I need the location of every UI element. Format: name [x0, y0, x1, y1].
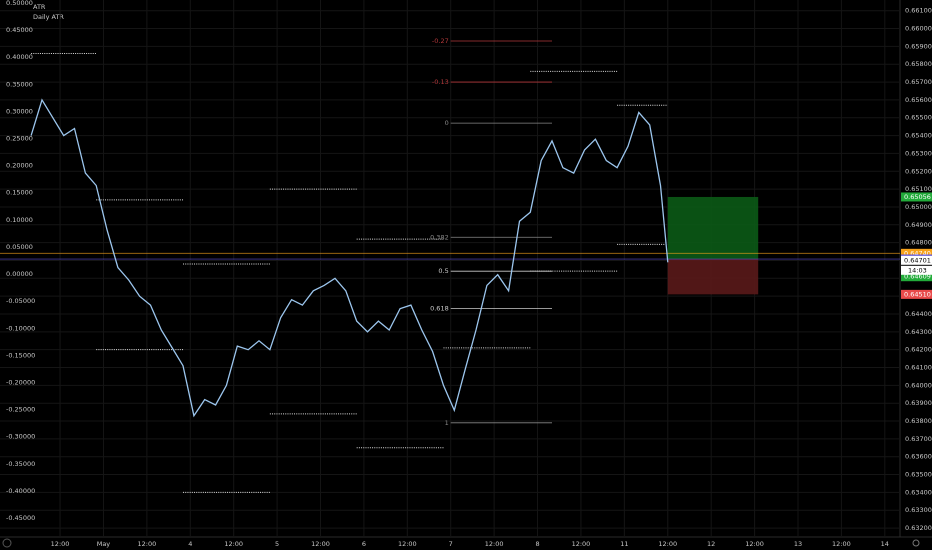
y-tick-label: 0.64200: [905, 346, 932, 354]
x-tick-label: 7: [449, 540, 453, 548]
x-tick-label: 12: [707, 540, 715, 548]
y2-tick-label: 0.00000: [6, 270, 33, 278]
y2-tick-label: 0.40000: [6, 53, 33, 61]
y2-tick-label: 0.25000: [6, 135, 33, 143]
price-tag: [901, 272, 932, 282]
price-tag-label: 0.64609: [904, 273, 931, 281]
y2-tick-label: -0.45000: [6, 514, 35, 522]
price-tag: [901, 289, 932, 299]
y-tick-label: 0.64100: [905, 364, 932, 372]
x-tick-label: May: [97, 540, 111, 548]
y-tick-label: 0.65400: [905, 132, 932, 140]
y-tick-label: 0.65900: [905, 42, 932, 50]
x-tick-label: 12:00: [832, 540, 851, 548]
y-tick-label: 0.63400: [905, 488, 932, 496]
y-tick-label: 0.65300: [905, 149, 932, 157]
countdown-tag: [901, 265, 932, 275]
price-tag: [901, 192, 932, 202]
y-tick-label: 0.65800: [905, 60, 932, 68]
fib-label: 0.618: [430, 305, 449, 313]
y2-tick-label: -0.35000: [6, 460, 35, 468]
y-tick-label: 0.64900: [905, 221, 932, 229]
y2-tick-label: -0.30000: [6, 433, 35, 441]
y-tick-label: 0.66100: [905, 7, 932, 15]
target-zone: [667, 196, 759, 260]
x-tick-label: 6: [362, 540, 366, 548]
settings-button[interactable]: [912, 539, 920, 547]
indicator-title: ATR: [33, 3, 46, 11]
price-tag-label: 0.65056: [904, 193, 931, 201]
y2-tick-label: 0.20000: [6, 162, 33, 170]
y2-tick-label: 0.35000: [6, 80, 33, 88]
y2-tick-label: 0.30000: [6, 107, 33, 115]
y-tick-label: 0.65700: [905, 78, 932, 86]
indicator-subtitle: Daily ATR: [33, 13, 64, 21]
y-tick-label: 0.64400: [905, 310, 932, 318]
y2-tick-label: -0.15000: [6, 351, 35, 359]
fib-label: 0.5: [438, 267, 448, 275]
price-tag: [901, 255, 932, 265]
y-tick-label: 0.65000: [905, 203, 932, 211]
y-tick-label: 0.63700: [905, 435, 932, 443]
price-line-series: [30, 98, 669, 418]
y2-tick-label: 0.10000: [6, 216, 33, 224]
y2-tick-label: 0.50000: [6, 0, 33, 7]
x-tick-label: 8: [535, 540, 539, 548]
y-tick-label: 0.64300: [905, 328, 932, 336]
y2-tick-label: -0.20000: [6, 378, 35, 386]
price-tag: [901, 248, 932, 258]
y-tick-label: 0.63200: [905, 524, 932, 532]
y-tick-label: 0.63900: [905, 399, 932, 407]
x-tick-label: 12:00: [745, 540, 764, 548]
x-tick-label: 12:00: [398, 540, 417, 548]
price-tag-label: 0.64510: [904, 290, 931, 298]
y-tick-label: 0.65500: [905, 114, 932, 122]
y-tick-label: 0.65200: [905, 167, 932, 175]
y-tick-label: 0.63300: [905, 506, 932, 514]
y2-tick-label: 0.45000: [6, 26, 33, 34]
y2-tick-label: 0.05000: [6, 243, 33, 251]
x-tick-label: 12:00: [51, 540, 70, 548]
x-tick-label: 12:00: [224, 540, 243, 548]
y2-tick-label: -0.40000: [6, 487, 35, 495]
x-tick-label: 12:00: [572, 540, 591, 548]
x-tick-label: 11: [620, 540, 628, 548]
price-tag-label: 0.64701: [904, 256, 931, 264]
y-tick-label: 0.64800: [905, 239, 932, 247]
logo-button[interactable]: [2, 538, 12, 548]
y-tick-label: 0.66000: [905, 25, 932, 33]
y2-tick-label: -0.05000: [6, 297, 35, 305]
y2-tick-label: 0.15000: [6, 189, 33, 197]
y2-tick-label: -0.10000: [6, 324, 35, 332]
x-tick-label: 5: [275, 540, 279, 548]
x-tick-label: 13: [794, 540, 802, 548]
x-tick-label: 12:00: [658, 540, 677, 548]
x-tick-label: 14: [881, 540, 889, 548]
x-tick-label: 12:00: [311, 540, 330, 548]
fib-label: -0.13: [432, 78, 449, 86]
x-tick-label: 4: [188, 540, 192, 548]
y-tick-label: 0.65100: [905, 185, 932, 193]
fib-label: 0.382: [430, 233, 449, 241]
x-tick-label: 12:00: [137, 540, 156, 548]
price-tag-label: 0.64740: [904, 249, 931, 257]
x-tick-label: 12:00: [485, 540, 504, 548]
fib-label: -0.27: [432, 37, 449, 45]
stop-zone: [667, 259, 759, 295]
countdown-label: 14:03: [908, 266, 927, 274]
y2-tick-label: -0.25000: [6, 406, 35, 414]
y-tick-label: 0.64000: [905, 381, 932, 389]
y-tick-label: 0.63500: [905, 471, 932, 479]
fib-label: 0: [445, 119, 449, 127]
y-tick-label: 0.63800: [905, 417, 932, 425]
y-tick-label: 0.63600: [905, 453, 932, 461]
y-tick-label: 0.65600: [905, 96, 932, 104]
fib-label: 1: [445, 419, 449, 427]
